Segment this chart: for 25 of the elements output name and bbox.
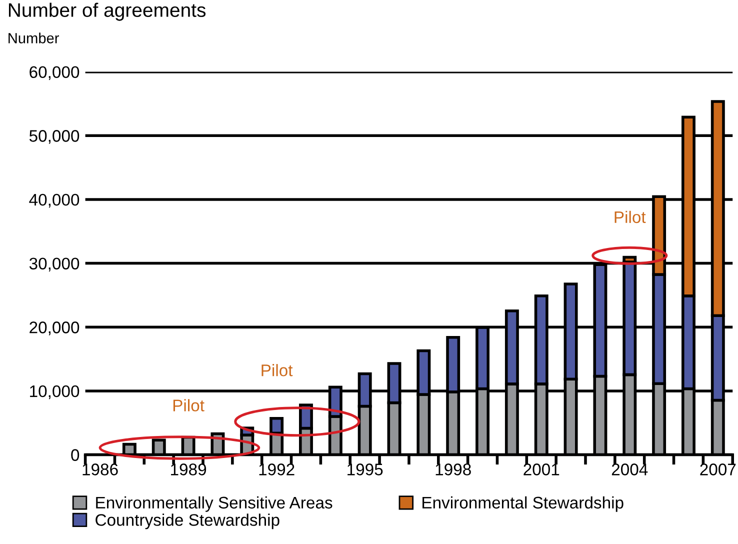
x-tick-label: 2004 — [612, 464, 648, 476]
x-tick-label: 1995 — [348, 464, 383, 476]
annotation: Pilot — [173, 399, 204, 412]
x-tick-label: 1998 — [436, 464, 471, 476]
bar — [622, 256, 637, 264]
y-tick-label: 0 — [71, 449, 80, 461]
y-tick-label: 30,000 — [29, 258, 80, 272]
legend-label: Environmentally Sensitive Areas — [96, 496, 332, 512]
y-axis-title: Number — [8, 32, 60, 44]
annotation: Pilot — [262, 364, 293, 376]
y-tick-label: 20,000 — [30, 322, 80, 336]
x-tick-label: 1992 — [259, 464, 294, 476]
x-tick-label: 2001 — [524, 464, 560, 476]
x-tick-label: 2007 — [700, 464, 736, 476]
legend-label: Environmental Stewardship — [422, 496, 624, 512]
y-tick-label: 40,000 — [29, 194, 80, 208]
y-tick-label: 50,000 — [29, 130, 80, 144]
legend-label: Countryside Stewardship — [96, 514, 280, 530]
y-tick-label: 60,000 — [30, 66, 80, 80]
bar — [270, 417, 284, 434]
chart-title: Number of agreements — [8, 2, 206, 21]
y-tick-label: 10,000 — [30, 385, 80, 400]
x-tick-label: 1986 — [82, 464, 118, 476]
x-tick-label: 1989 — [171, 464, 206, 476]
annotation: Pilot — [614, 210, 646, 224]
